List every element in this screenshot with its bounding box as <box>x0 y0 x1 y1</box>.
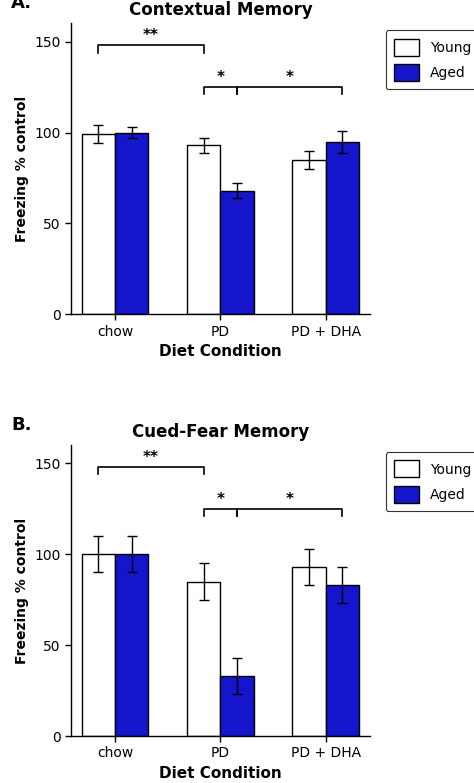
Bar <box>82 135 115 314</box>
Text: B.: B. <box>11 416 32 434</box>
Legend: Young, Aged: Young, Aged <box>386 31 474 89</box>
Bar <box>82 554 115 736</box>
Bar <box>326 585 359 736</box>
Bar <box>292 567 326 736</box>
Legend: Young, Aged: Young, Aged <box>386 452 474 511</box>
X-axis label: Diet Condition: Diet Condition <box>159 766 282 781</box>
Y-axis label: Freezing % control: Freezing % control <box>15 518 29 664</box>
Text: *: * <box>217 492 224 507</box>
Title: Cued-Fear Memory: Cued-Fear Memory <box>132 423 309 441</box>
Bar <box>220 191 254 314</box>
X-axis label: Diet Condition: Diet Condition <box>159 345 282 359</box>
Bar <box>187 146 220 314</box>
Bar <box>292 160 326 314</box>
Text: *: * <box>286 70 294 85</box>
Bar <box>326 142 359 314</box>
Bar <box>115 554 148 736</box>
Text: *: * <box>217 70 224 85</box>
Text: **: ** <box>143 450 159 465</box>
Text: **: ** <box>143 28 159 44</box>
Y-axis label: Freezing % control: Freezing % control <box>15 96 29 242</box>
Text: A.: A. <box>11 0 33 13</box>
Bar <box>187 582 220 736</box>
Title: Contextual Memory: Contextual Memory <box>128 1 312 19</box>
Bar <box>115 132 148 314</box>
Text: *: * <box>286 492 294 507</box>
Bar <box>220 676 254 736</box>
